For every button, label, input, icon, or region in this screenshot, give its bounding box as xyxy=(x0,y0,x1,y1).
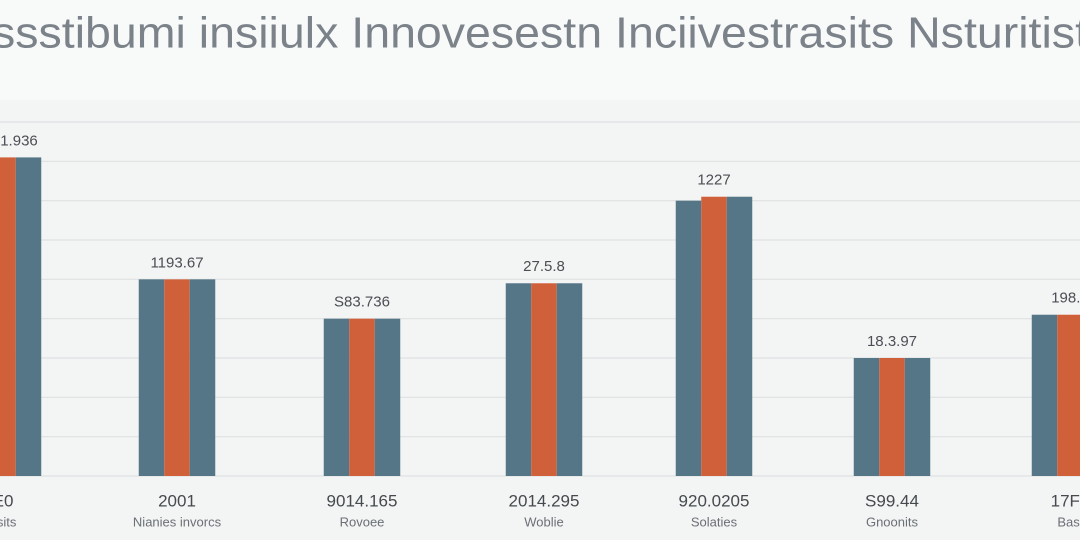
x-tick-label: 2014.295 xyxy=(509,491,580,510)
bar xyxy=(879,358,905,476)
x-tick-label: E0 xyxy=(0,491,13,510)
x-tick-sublabel: esits xyxy=(0,514,17,529)
bar-label: 198.0 xyxy=(1051,290,1080,307)
bar xyxy=(0,157,16,476)
chart-title: ssstibumi insiiulx Innovesestn Inciivest… xyxy=(0,9,1080,58)
bar-label: 27.5.8 xyxy=(523,258,565,275)
bar xyxy=(323,318,350,476)
bar xyxy=(1057,314,1080,476)
x-tick-sublabel: Gnoonits xyxy=(866,514,919,529)
bar xyxy=(531,283,557,476)
x-tick-label: 2001 xyxy=(158,491,196,510)
bar-label: 1.936 xyxy=(0,132,38,149)
bar xyxy=(675,200,702,476)
bar xyxy=(505,283,532,476)
bar xyxy=(164,279,190,476)
bar xyxy=(138,279,165,476)
bar-label: 18.3.97 xyxy=(867,333,917,350)
bar xyxy=(556,283,583,476)
x-tick-label: 9014.165 xyxy=(327,491,398,510)
bar xyxy=(701,196,727,476)
bar xyxy=(1031,314,1058,476)
x-tick-sublabel: Solaties xyxy=(691,514,738,529)
x-tick-sublabel: Nianies invorcs xyxy=(133,514,222,529)
x-tick-sublabel: Woblie xyxy=(524,514,564,529)
bar-label: S83.736 xyxy=(334,294,390,311)
x-tick-label: 17F3 xyxy=(1051,491,1080,510)
x-tick-label: S99.44 xyxy=(865,491,919,510)
labels: 1.936 E0 esits 1193.67 2001 Nianies invorcs S8… xyxy=(0,132,1080,529)
bar xyxy=(904,358,931,476)
bar-label: 1227 xyxy=(697,172,730,189)
bar-label: 1193.67 xyxy=(150,254,203,271)
header-band xyxy=(0,0,1080,100)
bar xyxy=(15,157,42,476)
bar xyxy=(726,196,753,476)
x-tick-label: 920.0205 xyxy=(679,491,750,510)
bar xyxy=(374,318,401,476)
bar xyxy=(349,318,375,476)
bar xyxy=(853,358,880,476)
bar xyxy=(189,279,216,476)
x-tick-sublabel: Rovoee xyxy=(340,514,385,529)
x-tick-sublabel: Basl xyxy=(1057,514,1080,529)
bars xyxy=(0,157,1080,476)
